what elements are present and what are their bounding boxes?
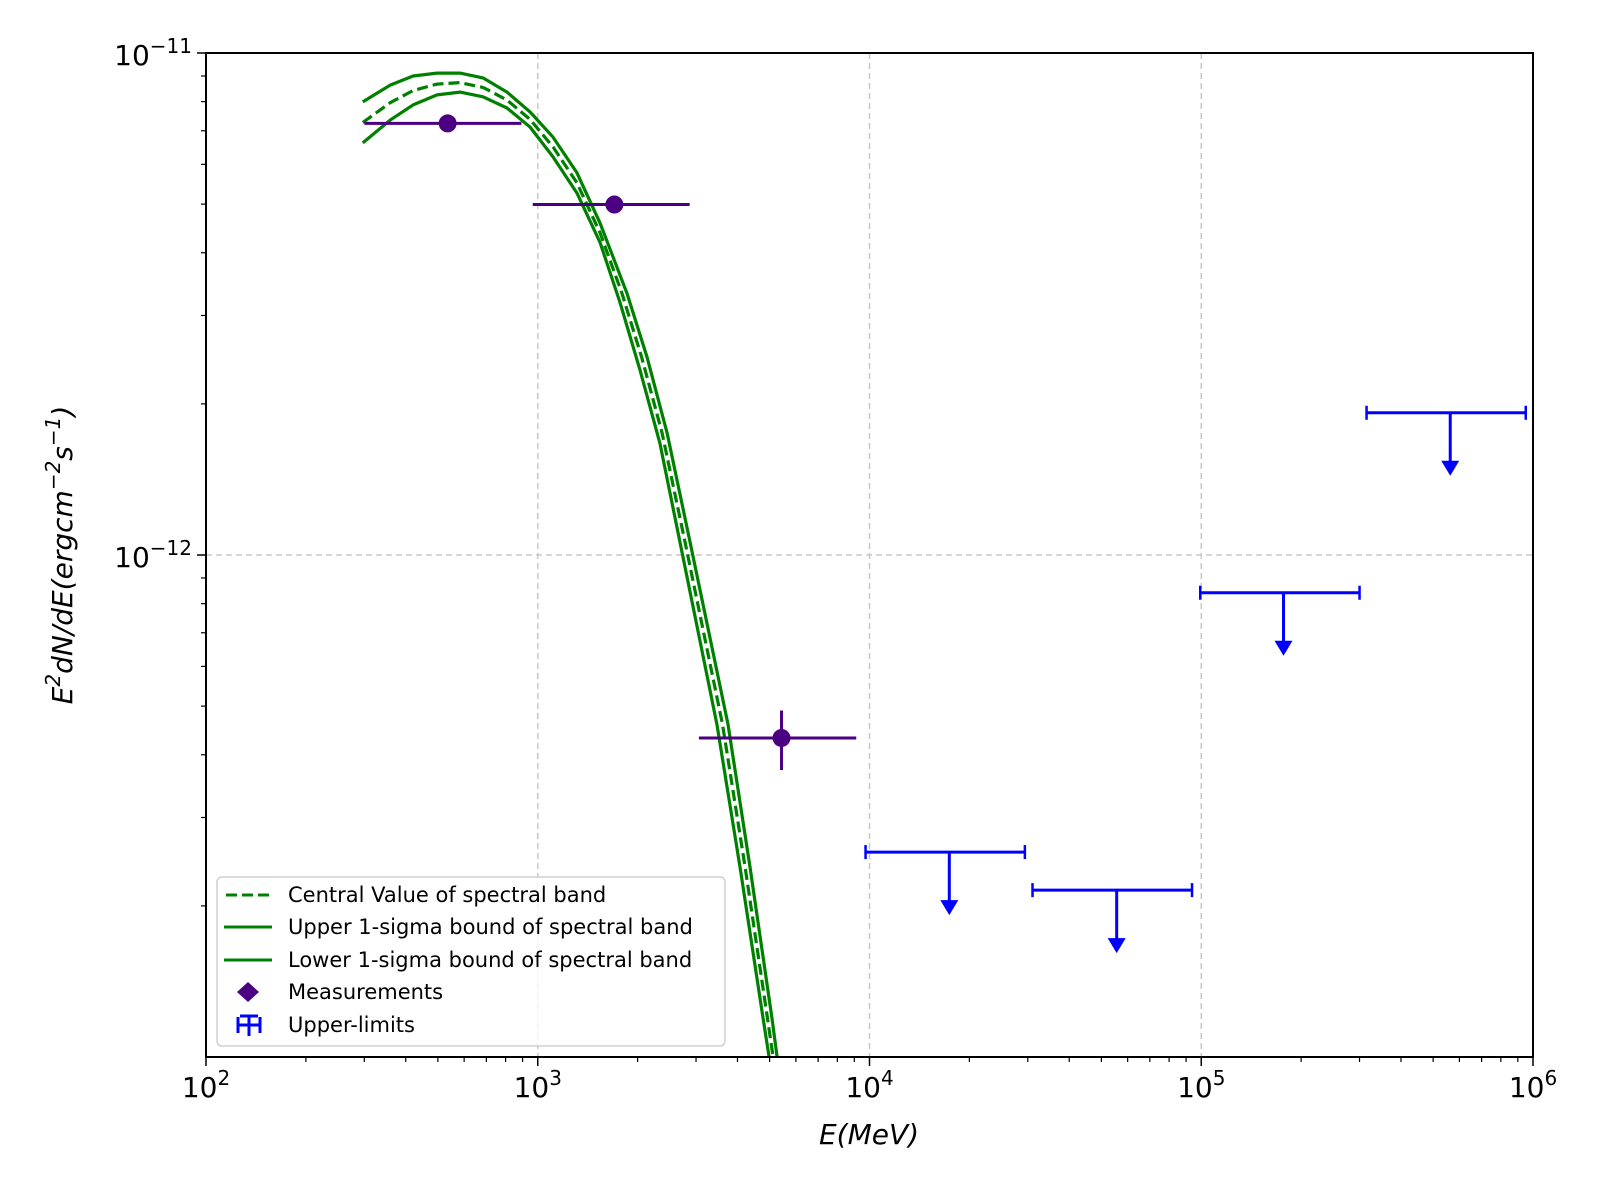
upper-limit	[864, 845, 1027, 916]
plot-area	[361, 71, 779, 1057]
legend-label-upper: Upper 1-sigma bound of spectral band	[288, 915, 693, 939]
measurement-marker	[605, 195, 624, 214]
measurement-point	[532, 195, 690, 214]
legend-swatch-measurements	[237, 982, 259, 1002]
plot-frame	[205, 52, 1534, 1058]
legend-label-central: Central Value of spectral band	[288, 883, 606, 907]
upper-limit-arrow-head	[1441, 460, 1460, 476]
x-tick-label: 106	[1509, 1066, 1557, 1104]
legend-box	[216, 876, 726, 1047]
x-axis-label: E(MeV)	[819, 1118, 919, 1151]
measurement-point	[698, 710, 857, 771]
legend-label-measurements: Measurements	[288, 980, 443, 1004]
x-tick-label: 105	[1177, 1066, 1225, 1104]
upper-limit	[1031, 883, 1194, 954]
lower-1-sigma-bound-of-spectral-band-line	[361, 90, 771, 1057]
upper-limit-arrow-head	[940, 900, 959, 916]
upper-1-sigma-bound-of-spectral-band-line	[361, 71, 779, 1057]
y-axis-label: E2dN/dE(ergcm−2s−1)	[41, 406, 79, 705]
measurement-marker	[438, 114, 457, 133]
upper-limit	[1365, 405, 1528, 476]
legend: Central Value of spectral band Upper 1-s…	[216, 876, 726, 1047]
y-tick-label: 10−11	[114, 34, 192, 72]
y-tick-label: 10−12	[114, 536, 192, 574]
central-value-of-spectral-band-line	[361, 80, 775, 1057]
legend-swatch-upper-limits	[236, 1014, 262, 1036]
measurement-point	[364, 114, 522, 133]
upper-limit-arrow-head	[1274, 640, 1293, 656]
grid-lines	[206, 53, 1533, 1057]
measurement-marker	[772, 728, 791, 747]
axis-ticks: 102 103 104 105 106 10−11 10−12	[114, 34, 1557, 1104]
legend-label-lower: Lower 1-sigma bound of spectral band	[288, 948, 692, 972]
upper-limit-arrow-head	[1107, 938, 1126, 954]
x-tick-label: 104	[845, 1066, 893, 1104]
data-markers	[364, 114, 1528, 954]
upper-limit	[1198, 585, 1361, 656]
legend-label-upper-limits: Upper-limits	[288, 1013, 415, 1037]
x-tick-label: 102	[182, 1066, 230, 1104]
x-tick-label: 103	[514, 1066, 562, 1104]
